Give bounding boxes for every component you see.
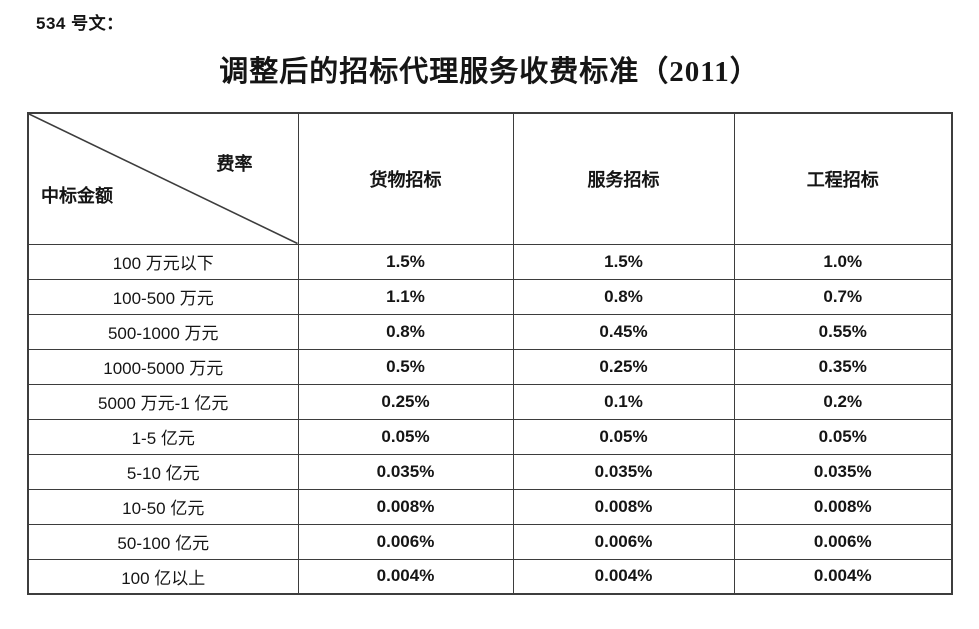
fee-value: 0.2%: [733, 383, 953, 420]
row-label: 500-1000 万元: [27, 313, 299, 350]
table-row: 1000-5000 万元 0.5% 0.25% 0.35%: [27, 348, 953, 385]
row-label: 10-50 亿元: [27, 488, 299, 525]
fee-value: 0.008%: [733, 488, 953, 525]
fee-value: 0.006%: [733, 523, 953, 560]
fee-value: 0.006%: [297, 523, 514, 560]
fee-value: 0.35%: [733, 348, 953, 385]
table-row: 50-100 亿元 0.006% 0.006% 0.006%: [27, 523, 953, 560]
row-label: 100 亿以上: [27, 558, 299, 595]
fee-value: 0.45%: [512, 313, 735, 350]
fee-value: 0.05%: [733, 418, 953, 455]
table-row: 5000 万元-1 亿元 0.25% 0.1% 0.2%: [27, 383, 953, 420]
table-row: 100 万元以下 1.5% 1.5% 1.0%: [27, 243, 953, 280]
fee-value: 0.035%: [512, 453, 735, 490]
row-label: 5-10 亿元: [27, 453, 299, 490]
row-label: 50-100 亿元: [27, 523, 299, 560]
table-row: 100-500 万元 1.1% 0.8% 0.7%: [27, 278, 953, 315]
fee-value: 0.006%: [512, 523, 735, 560]
table-row: 5-10 亿元 0.035% 0.035% 0.035%: [27, 453, 953, 490]
corner-header-cell: 费率 中标金额: [27, 112, 299, 245]
fee-value: 0.8%: [297, 313, 514, 350]
fee-value: 0.004%: [512, 558, 735, 595]
doc-label: 534 号文：: [36, 14, 124, 33]
corner-label-rate: 费率: [216, 154, 253, 174]
row-label: 100-500 万元: [27, 278, 299, 315]
fee-value: 0.55%: [733, 313, 953, 350]
fee-value: 0.25%: [297, 383, 514, 420]
row-label: 5000 万元-1 亿元: [27, 383, 299, 420]
table-row: 500-1000 万元 0.8% 0.45% 0.55%: [27, 313, 953, 350]
fee-value: 0.004%: [297, 558, 514, 595]
diagonal-divider-line: [29, 114, 298, 244]
page-title: 调整后的招标代理服务收费标准（2011）: [219, 56, 760, 88]
table-row: 1-5 亿元 0.05% 0.05% 0.05%: [27, 418, 953, 455]
row-label: 1-5 亿元: [27, 418, 299, 455]
fee-value: 1.1%: [297, 278, 514, 315]
fee-value: 0.1%: [512, 383, 735, 420]
fee-value: 0.05%: [512, 418, 735, 455]
fee-table-body: 100 万元以下 1.5% 1.5% 1.0% 100-500 万元 1.1% 0.8% 0.…: [27, 243, 953, 595]
table-row: 10-50 亿元 0.008% 0.008% 0.008%: [27, 488, 953, 525]
fee-value: 0.035%: [733, 453, 953, 490]
fee-value: 0.5%: [297, 348, 514, 385]
fee-value: 0.8%: [512, 278, 735, 315]
corner-label-amount: 中标金额: [41, 185, 113, 206]
row-label: 1000-5000 万元: [27, 348, 299, 385]
fee-value: 0.7%: [733, 278, 953, 315]
fee-value: 0.035%: [297, 453, 514, 490]
fee-value: 0.008%: [512, 488, 735, 525]
fee-value: 0.004%: [733, 558, 953, 595]
table-row: 100 亿以上 0.004% 0.004% 0.004%: [27, 558, 953, 595]
column-header-goods-bidding: 货物招标: [297, 112, 514, 245]
fee-value: 1.0%: [733, 243, 953, 280]
fee-value: 1.5%: [297, 243, 514, 280]
fee-value: 1.5%: [512, 243, 735, 280]
fee-table: 费率 中标金额 货物招标 服务招标 工程招标 100 万元以下 1.5% 1.5% 1…: [27, 112, 953, 595]
column-header-works-bidding: 工程招标: [733, 112, 953, 245]
header-row: 费率 中标金额 货物招标 服务招标 工程招标: [27, 112, 953, 245]
fee-value: 0.25%: [512, 348, 735, 385]
column-header-services-bidding: 服务招标: [512, 112, 735, 245]
row-label: 100 万元以下: [27, 243, 299, 280]
fee-value: 0.05%: [297, 418, 514, 455]
fee-value: 0.008%: [297, 488, 514, 525]
